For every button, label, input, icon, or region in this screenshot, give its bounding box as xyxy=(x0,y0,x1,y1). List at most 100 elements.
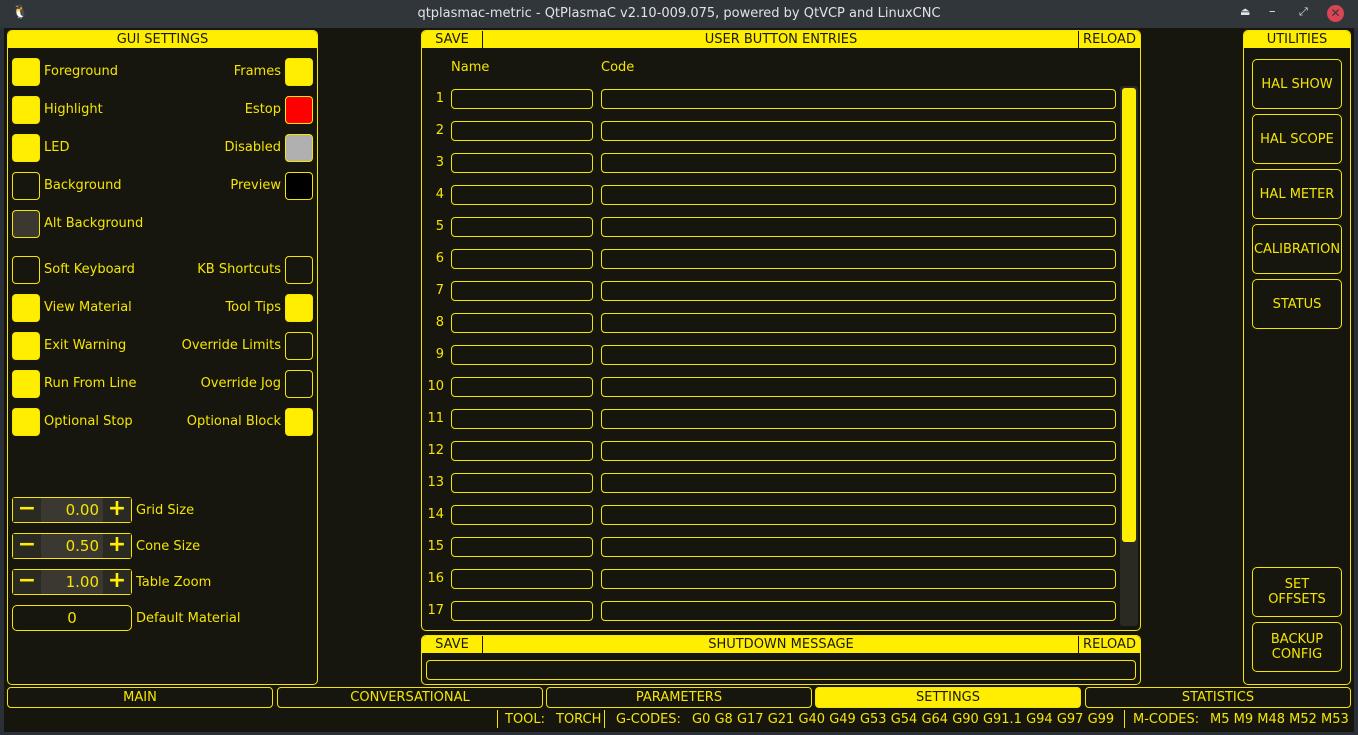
utilities-panel: UTILITIES HAL SHOW HAL SCOPE HAL METER CALI… xyxy=(1243,30,1351,685)
shutdown-save-button[interactable]: SAVE xyxy=(422,636,483,653)
maximize-icon[interactable]: ⤢ xyxy=(1299,5,1308,18)
tool-value: TORCH xyxy=(556,712,602,727)
spinbox-table-zoom[interactable]: − 1.00 + xyxy=(12,569,132,595)
button-code-input[interactable] xyxy=(601,441,1116,461)
row-number: 5 xyxy=(435,219,444,234)
color-swatch-led[interactable] xyxy=(12,134,40,162)
scrollbar[interactable] xyxy=(1120,86,1138,626)
color-swatch-foreground[interactable] xyxy=(12,58,40,86)
checkbox-run-from-line[interactable] xyxy=(12,370,40,398)
tab-parameters[interactable]: PARAMETERS xyxy=(546,687,812,708)
button-code-input[interactable] xyxy=(601,537,1116,557)
color-swatch-highlight[interactable] xyxy=(12,96,40,124)
default-material-input[interactable]: 0 xyxy=(12,605,132,631)
color-swatch-background[interactable] xyxy=(12,172,40,200)
checkbox-view-material[interactable] xyxy=(12,294,40,322)
keep-above-icon[interactable]: ⏏ xyxy=(1240,5,1251,18)
button-name-input[interactable] xyxy=(451,537,593,557)
checkbox-override-limits[interactable] xyxy=(285,332,313,360)
button-code-input[interactable] xyxy=(601,313,1116,333)
checkbox-soft-keyboard[interactable] xyxy=(12,256,40,284)
button-code-input[interactable] xyxy=(601,217,1116,237)
checkbox-optional-block[interactable] xyxy=(285,408,313,436)
button-code-input[interactable] xyxy=(601,89,1116,109)
button-code-input[interactable] xyxy=(601,473,1116,493)
button-code-input[interactable] xyxy=(601,185,1116,205)
button-code-input[interactable] xyxy=(601,249,1116,269)
button-name-input[interactable] xyxy=(451,505,593,525)
button-name-input[interactable] xyxy=(451,345,593,365)
checkbox-optional-stop[interactable] xyxy=(12,408,40,436)
row-number: 12 xyxy=(427,443,444,458)
button-name-input[interactable] xyxy=(451,441,593,461)
checkbox-kb-shortcuts[interactable] xyxy=(285,256,313,284)
button-name-input[interactable] xyxy=(451,313,593,333)
plus-button[interactable]: + xyxy=(103,534,131,558)
button-name-input[interactable] xyxy=(451,569,593,589)
minus-button[interactable]: − xyxy=(13,570,41,594)
button-code-input[interactable] xyxy=(601,377,1116,397)
title-bar: 🐧 qtplasmac-metric - QtPlasmaC v2.10-009… xyxy=(0,0,1358,28)
set-offsets-button[interactable]: SET OFFSETS xyxy=(1252,567,1342,617)
user-button-panel: USER BUTTON ENTRIES SAVE RELOAD Name Cod… xyxy=(421,30,1141,631)
checkbox-exit-warning[interactable] xyxy=(12,332,40,360)
button-name-input[interactable] xyxy=(451,377,593,397)
color-swatch-disabled[interactable] xyxy=(285,134,313,162)
button-name-input[interactable] xyxy=(451,601,593,621)
color-swatch-preview[interactable] xyxy=(285,172,313,200)
calibration-button[interactable]: CALIBRATION xyxy=(1252,224,1342,274)
button-code-input[interactable] xyxy=(601,409,1116,429)
row-number: 9 xyxy=(435,347,444,362)
button-name-input[interactable] xyxy=(451,185,593,205)
minimize-icon[interactable]: – xyxy=(1269,4,1276,19)
minus-button[interactable]: − xyxy=(13,498,41,522)
button-name-input[interactable] xyxy=(451,409,593,429)
button-code-input[interactable] xyxy=(601,121,1116,141)
checkbox-tool-tips[interactable] xyxy=(285,294,313,322)
color-swatch-alt-background[interactable] xyxy=(12,210,40,238)
spinbox-label: Table Zoom xyxy=(136,575,212,590)
row-number: 3 xyxy=(435,155,444,170)
hal-scope-button[interactable]: HAL SCOPE xyxy=(1252,114,1342,164)
color-swatch-frames[interactable] xyxy=(285,58,313,86)
color-swatch-estop[interactable] xyxy=(285,96,313,124)
spinbox-cone-size[interactable]: − 0.50 + xyxy=(12,533,132,559)
button-code-input[interactable] xyxy=(601,345,1116,365)
scrollbar-thumb[interactable] xyxy=(1122,88,1136,542)
button-name-input[interactable] xyxy=(451,89,593,109)
spinbox-value[interactable]: 0.00 xyxy=(65,501,99,519)
spinbox-value[interactable]: 1.00 xyxy=(65,573,99,591)
hal-show-button[interactable]: HAL SHOW xyxy=(1252,59,1342,109)
color-label: Frames xyxy=(233,64,281,79)
tab-main[interactable]: MAIN xyxy=(7,687,273,708)
checkbox-override-jog[interactable] xyxy=(285,370,313,398)
tab-conversational[interactable]: CONVERSATIONAL xyxy=(277,687,543,708)
button-code-input[interactable] xyxy=(601,281,1116,301)
button-name-input[interactable] xyxy=(451,153,593,173)
tab-statistics[interactable]: STATISTICS xyxy=(1085,687,1351,708)
reload-button[interactable]: RELOAD xyxy=(1078,31,1140,48)
button-code-input[interactable] xyxy=(601,569,1116,589)
spinbox-grid-size[interactable]: − 0.00 + xyxy=(12,497,132,523)
button-code-input[interactable] xyxy=(601,153,1116,173)
status-button[interactable]: STATUS xyxy=(1252,279,1342,329)
button-code-input[interactable] xyxy=(601,505,1116,525)
hal-meter-button[interactable]: HAL METER xyxy=(1252,169,1342,219)
tab-settings[interactable]: SETTINGS xyxy=(815,687,1081,708)
window-title: qtplasmac-metric - QtPlasmaC v2.10-009.0… xyxy=(417,6,941,21)
shutdown-reload-button[interactable]: RELOAD xyxy=(1078,636,1140,653)
button-name-input[interactable] xyxy=(451,121,593,141)
plus-button[interactable]: + xyxy=(103,498,131,522)
save-button[interactable]: SAVE xyxy=(422,31,483,48)
spinbox-value[interactable]: 0.50 xyxy=(65,537,99,555)
backup-config-button[interactable]: BACKUP CONFIG xyxy=(1252,622,1342,672)
button-code-input[interactable] xyxy=(601,601,1116,621)
button-name-input[interactable] xyxy=(451,249,593,269)
minus-button[interactable]: − xyxy=(13,534,41,558)
shutdown-message-input[interactable] xyxy=(426,660,1136,680)
close-icon[interactable]: ✕ xyxy=(1327,5,1344,22)
button-name-input[interactable] xyxy=(451,473,593,493)
plus-button[interactable]: + xyxy=(103,570,131,594)
button-name-input[interactable] xyxy=(451,281,593,301)
button-name-input[interactable] xyxy=(451,217,593,237)
